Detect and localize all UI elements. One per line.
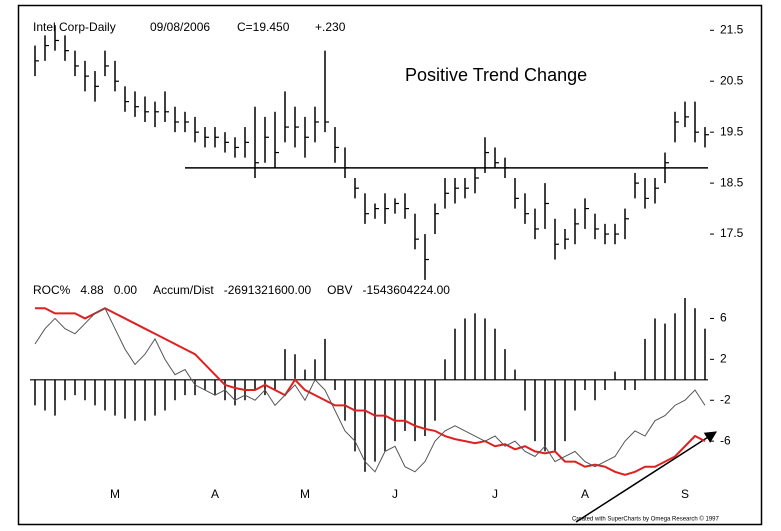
x-tick-label: S — [681, 487, 689, 501]
frame — [17, 4, 763, 526]
arrow — [575, 431, 718, 523]
legend-value: -1543604224.00 — [363, 283, 451, 297]
date: 09/08/2006 — [150, 20, 210, 34]
annotation: Positive Trend Change — [405, 65, 587, 85]
legend-value: -2691321600.00 — [224, 283, 312, 297]
y-tick-label: 18.5 — [720, 175, 744, 189]
legend-name: ROC% — [33, 283, 71, 297]
y-tick-label: 2 — [720, 352, 727, 366]
x-tick-label: A — [581, 487, 589, 501]
change: +.230 — [315, 20, 346, 34]
legend-value: 0.00 — [114, 283, 138, 297]
x-tick-label: M — [110, 487, 120, 501]
footer: Created with SuperCharts by Omega Resear… — [572, 516, 719, 523]
y-tick-label: 19.5 — [720, 124, 744, 138]
x-tick-label: A — [211, 487, 219, 501]
legend-name: OBV — [327, 283, 352, 297]
chart-title: Intel Corp-Daily — [33, 20, 116, 34]
indicator-line — [34, 307, 706, 473]
x-tick-label: J — [392, 487, 398, 501]
indicator-line — [35, 307, 706, 476]
y-tick-label: 17.5 — [720, 226, 744, 240]
y-tick-label: -6 — [720, 433, 731, 447]
legend-name: Accum/Dist — [153, 283, 214, 297]
x-tick-label: J — [492, 487, 498, 501]
x-tick-label: M — [300, 487, 310, 501]
legend-value: 4.88 — [80, 283, 104, 297]
y-tick-label: 20.5 — [720, 73, 744, 87]
y-tick-label: -2 — [720, 392, 731, 406]
y-tick-label: 21.5 — [720, 22, 744, 36]
close-label: C=19.450 — [237, 20, 290, 34]
y-tick-label: 6 — [720, 311, 727, 325]
